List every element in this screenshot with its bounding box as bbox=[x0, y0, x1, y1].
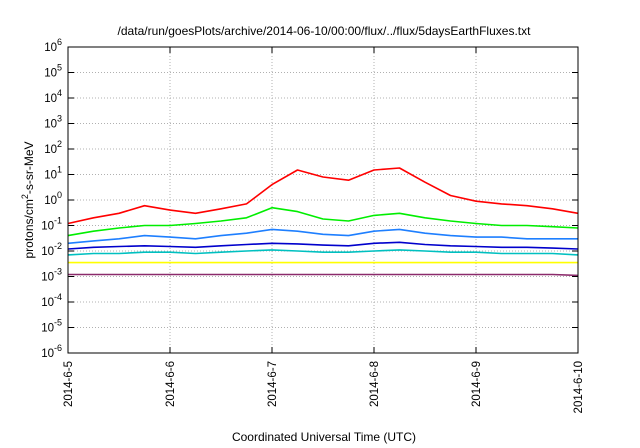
x-tick-label: 2014-6-7 bbox=[267, 361, 279, 407]
y-tick-label-exponent: -3 bbox=[54, 267, 62, 277]
series-line-5 bbox=[67, 249, 579, 256]
ticks bbox=[67, 46, 579, 354]
y-tick-label: 101 bbox=[44, 165, 62, 182]
grid bbox=[68, 47, 578, 353]
y-tick-label-exponent: -1 bbox=[54, 216, 62, 226]
y-tick-label: 100 bbox=[44, 190, 62, 207]
y-tick-label-base: 10 bbox=[41, 272, 54, 284]
y-tick-label: 105 bbox=[44, 63, 62, 80]
y-tick-label-base: 10 bbox=[41, 221, 54, 233]
y-tick-label-exponent: -4 bbox=[54, 292, 62, 302]
y-tick-label: 104 bbox=[44, 88, 62, 105]
y-tick-labels: 10-610-510-410-310-210-11001011021031041… bbox=[41, 37, 62, 360]
y-tick-label: 10-3 bbox=[41, 267, 62, 284]
x-tick-label: 2014-6-9 bbox=[471, 361, 483, 407]
y-tick-label: 10-1 bbox=[41, 216, 62, 233]
chart-title: /data/run/goesPlots/archive/2014-06-10/0… bbox=[118, 24, 532, 38]
series-line-7 bbox=[68, 273, 579, 277]
y-tick-label-exponent: 2 bbox=[57, 139, 62, 149]
y-tick-label-base: 10 bbox=[41, 246, 54, 258]
y-tick-label: 103 bbox=[44, 114, 62, 131]
y-tick-label-base: 10 bbox=[44, 144, 57, 156]
x-tick-label: 2014-6-6 bbox=[165, 361, 177, 407]
y-tick-label-exponent: 3 bbox=[57, 114, 62, 124]
y-tick-label: 10-4 bbox=[41, 292, 62, 309]
y-tick-label-base: 10 bbox=[44, 68, 57, 80]
y-tick-label: 10-6 bbox=[41, 343, 62, 360]
series-line-4 bbox=[67, 241, 579, 250]
series-line-3 bbox=[67, 228, 578, 245]
x-tick-label: 2014-6-5 bbox=[63, 361, 75, 407]
y-tick-label-base: 10 bbox=[44, 170, 57, 182]
series-group bbox=[67, 167, 579, 277]
y-tick-label: 102 bbox=[44, 139, 62, 156]
y-tick-label-base: 10 bbox=[41, 297, 54, 309]
y-tick-label-exponent: 0 bbox=[57, 190, 62, 200]
y-tick-label-exponent: 1 bbox=[57, 165, 62, 175]
series-line-2 bbox=[67, 206, 579, 237]
x-tick-label: 2014-6-8 bbox=[369, 361, 381, 407]
y-tick-label-base: 10 bbox=[41, 323, 54, 335]
x-tick-labels: 2014-6-5 2014-6-6 2014-6-7 2014-6-8 2014-6-9… bbox=[63, 361, 585, 413]
y-tick-label-base: 10 bbox=[44, 42, 57, 54]
y-tick-label-exponent: 6 bbox=[57, 37, 62, 47]
y-tick-label-exponent: -5 bbox=[54, 318, 62, 328]
y-tick-label: 10-5 bbox=[41, 318, 62, 335]
y-tick-label-base: 10 bbox=[41, 348, 54, 360]
y-axis-label: protons/cm2-s-sr-MeV bbox=[20, 141, 36, 258]
y-axis-label-base: protons/cm bbox=[22, 199, 36, 258]
y-tick-label-base: 10 bbox=[44, 93, 57, 105]
x-axis-label: Coordinated Universal Time (UTC) bbox=[232, 430, 416, 444]
y-tick-label-base: 10 bbox=[44, 119, 57, 131]
y-tick-label-base: 10 bbox=[44, 195, 57, 207]
y-tick-label-exponent: 5 bbox=[57, 63, 62, 73]
x-tick-label: 2014-6-10 bbox=[573, 361, 585, 413]
y-axis-label-rest: -s-sr-MeV bbox=[22, 141, 36, 194]
series-line-1 bbox=[67, 167, 579, 225]
y-axis-label-sup: 2 bbox=[20, 194, 30, 199]
y-tick-label-exponent: -6 bbox=[54, 343, 62, 353]
y-tick-label: 10-2 bbox=[41, 241, 62, 258]
y-tick-label: 106 bbox=[44, 37, 62, 54]
y-tick-label-exponent: 4 bbox=[57, 88, 62, 98]
y-tick-label-exponent: -2 bbox=[54, 241, 62, 251]
